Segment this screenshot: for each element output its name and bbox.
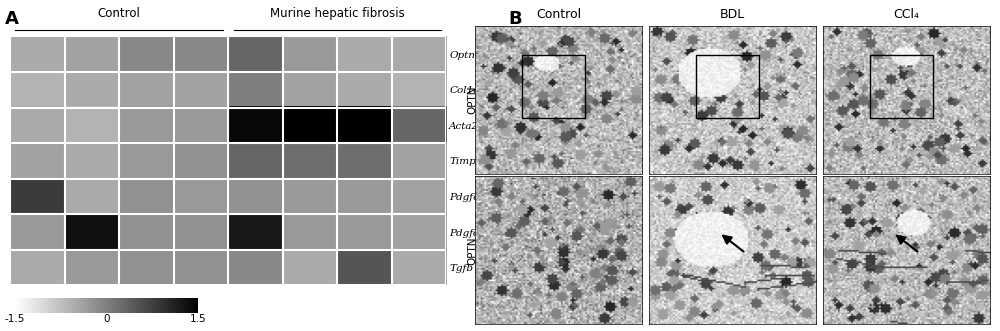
Y-axis label: OPTN: OPTN	[467, 236, 477, 265]
Bar	[870, 55, 933, 118]
Text: Control: Control	[536, 8, 581, 21]
Bar	[522, 55, 585, 118]
Text: Control: Control	[98, 7, 141, 20]
Bar	[696, 55, 759, 118]
Text: BDL: BDL	[720, 8, 745, 21]
Text: Murine hepatic fibrosis: Murine hepatic fibrosis	[270, 7, 405, 20]
Text: CCl₄: CCl₄	[893, 8, 919, 21]
Text: B: B	[508, 10, 522, 28]
Text: A: A	[5, 10, 19, 28]
Y-axis label: OPTN: OPTN	[467, 86, 477, 114]
